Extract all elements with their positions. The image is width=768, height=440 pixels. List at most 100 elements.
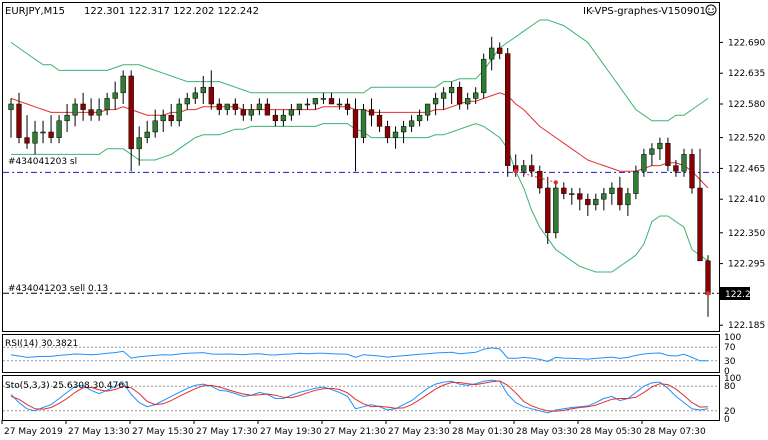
bollinger-lower-line bbox=[11, 123, 709, 273]
price-tick-label: 122.350 bbox=[728, 229, 765, 239]
candle-body bbox=[152, 120, 158, 133]
candle-body bbox=[673, 165, 679, 172]
candle-body bbox=[601, 193, 607, 200]
candle-body bbox=[569, 193, 575, 195]
candle-body bbox=[553, 187, 559, 234]
smiley-icon bbox=[705, 4, 717, 16]
stoch-signal-line bbox=[10, 380, 709, 412]
price-axis: 122.690 122.635 122.580 122.520 122.465 122.4… bbox=[719, 38, 765, 331]
candle-body bbox=[56, 120, 62, 138]
candle-body bbox=[641, 154, 647, 172]
rsi-tick-label: 100 bbox=[724, 333, 741, 343]
stoch-tick-label: 0 bbox=[724, 415, 730, 425]
time-tick-label: 27 May 21:30 bbox=[324, 427, 386, 437]
price-tick-label: 122.295 bbox=[728, 260, 765, 270]
candle-body bbox=[328, 98, 335, 105]
candle-body bbox=[529, 165, 535, 172]
candle-body bbox=[168, 114, 174, 122]
candle-body bbox=[128, 75, 134, 150]
candle-body bbox=[40, 131, 46, 134]
order-line-label: #434041203 sl bbox=[8, 157, 77, 167]
stoch-tick-label: 80 bbox=[724, 382, 736, 392]
candle-body bbox=[184, 98, 190, 105]
candle-body bbox=[64, 114, 70, 122]
moving-average-line bbox=[10, 92, 709, 189]
candle-body bbox=[705, 260, 711, 295]
candle-body bbox=[360, 109, 367, 138]
candle-body bbox=[561, 187, 567, 194]
candle-body bbox=[400, 126, 407, 133]
candlestick-series bbox=[8, 36, 711, 317]
stoch-tick-label: 20 bbox=[724, 407, 736, 417]
time-tick-label: 28 May 03:30 bbox=[516, 427, 578, 437]
candle-body bbox=[104, 98, 110, 110]
candle-body bbox=[296, 103, 303, 110]
candle-body bbox=[336, 103, 343, 106]
candle-body bbox=[609, 187, 615, 194]
rsi-tick-label: 30 bbox=[724, 357, 736, 367]
stoch-tick-label: 100 bbox=[724, 374, 741, 384]
rsi-panel-frame bbox=[2, 334, 720, 373]
candle-body bbox=[424, 103, 431, 116]
candle-body bbox=[320, 98, 327, 100]
candle-body bbox=[16, 103, 22, 138]
time-tick-label: 28 May 01:30 bbox=[452, 427, 514, 437]
candle-body bbox=[368, 109, 375, 116]
time-tick-label: 28 May 05:30 bbox=[580, 427, 642, 437]
time-tick-label: 27 May 15:30 bbox=[132, 427, 194, 437]
stoch-panel-frame bbox=[2, 375, 720, 421]
time-tick-label: 27 May 13:30 bbox=[68, 427, 130, 437]
candle-body bbox=[665, 142, 671, 166]
candle-body bbox=[288, 109, 295, 116]
candle-body bbox=[32, 131, 38, 144]
price-tick-label: 122.465 bbox=[728, 164, 765, 174]
candle-body bbox=[8, 103, 14, 110]
candle-body bbox=[376, 114, 383, 127]
rsi-title: RSI(14) 30.3821 bbox=[5, 339, 78, 349]
candle-body bbox=[456, 86, 463, 105]
price-tick-label: 122.410 bbox=[728, 195, 765, 205]
candle-body bbox=[120, 75, 126, 94]
rsi-tick-label: 0 bbox=[724, 367, 730, 377]
candle-body bbox=[489, 47, 495, 60]
candle-body bbox=[48, 131, 54, 138]
candle-body bbox=[505, 53, 511, 166]
candle-body bbox=[72, 103, 78, 116]
candle-body bbox=[585, 198, 591, 206]
time-tick-label: 27 May 2019 bbox=[4, 427, 63, 437]
stoch-main-line bbox=[10, 379, 709, 414]
candle-body bbox=[545, 187, 551, 234]
symbol-timeframe: EURJPY,M15 bbox=[5, 6, 65, 17]
candle-body bbox=[248, 109, 254, 116]
trade-markers bbox=[513, 169, 711, 296]
candle-body bbox=[256, 103, 263, 110]
candle-body bbox=[657, 142, 663, 150]
candle-body bbox=[448, 86, 455, 94]
rsi-tick-label: 70 bbox=[724, 343, 736, 353]
svg-text:122.242: 122.242 bbox=[725, 290, 762, 300]
broker-name: IK-VPS-graphes-V150901 bbox=[583, 6, 706, 17]
candle-body bbox=[481, 58, 487, 94]
current-price-badge: 122.242 bbox=[720, 287, 762, 300]
candle-body bbox=[192, 92, 198, 99]
candle-body bbox=[208, 86, 214, 105]
candle-body bbox=[617, 187, 623, 206]
trade-connector bbox=[515, 170, 556, 183]
candle-body bbox=[392, 131, 399, 138]
time-tick-label: 28 May 07:30 bbox=[644, 427, 706, 437]
candle-body bbox=[232, 103, 238, 110]
candle-body bbox=[240, 109, 246, 116]
candle-body bbox=[224, 103, 230, 110]
candle-body bbox=[80, 103, 86, 110]
candle-body bbox=[264, 103, 271, 116]
candle-body bbox=[465, 98, 471, 105]
candle-body bbox=[577, 193, 583, 200]
ohlc-values: 122.301 122.317 122.202 122.242 bbox=[84, 6, 259, 17]
candle-body bbox=[160, 114, 166, 122]
candle-body bbox=[537, 170, 543, 189]
candle-body bbox=[312, 98, 319, 105]
candle-body bbox=[24, 137, 30, 144]
candle-body bbox=[689, 154, 695, 189]
